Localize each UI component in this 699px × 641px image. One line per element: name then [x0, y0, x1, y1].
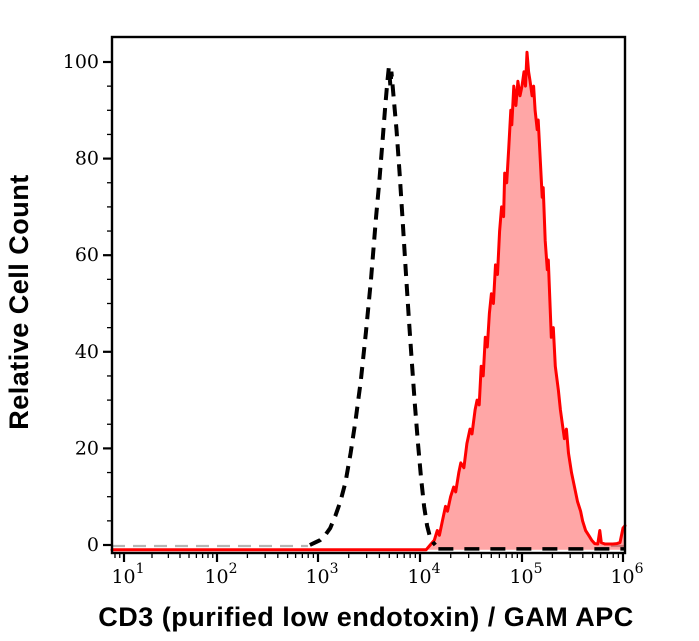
x-tick-label: 103 — [305, 561, 338, 588]
x-tick-label: 101 — [111, 561, 144, 588]
y-axis-title: Relative Cell Count — [4, 174, 34, 430]
red-filled-histogram — [110, 50, 627, 552]
x-tick-label: 104 — [407, 561, 440, 588]
x-axis-title: CD3 (purified low endotoxin) / GAM APC — [98, 602, 633, 632]
plot-frame — [110, 35, 627, 555]
black-dashed-histogram — [309, 66, 437, 547]
x-tick-label: 105 — [509, 561, 542, 588]
y-tick-label: 60 — [75, 244, 99, 266]
dashed-histogram-outline — [309, 66, 437, 547]
x-axis-ticks — [114, 553, 625, 562]
x-tick-label: 106 — [610, 561, 643, 588]
y-tick-label: 0 — [87, 534, 99, 556]
y-tick-label: 40 — [75, 341, 99, 363]
x-tick-label: 102 — [204, 561, 237, 588]
x-axis-tick-labels: 101 102 103 104 105 106 — [111, 561, 643, 588]
y-tick-label: 80 — [75, 148, 99, 170]
y-tick-label: 100 — [63, 51, 99, 73]
red-histogram-fill — [112, 52, 625, 550]
red-histogram-outline — [110, 50, 627, 552]
y-axis-ticks — [103, 60, 112, 547]
y-tick-label: 20 — [75, 437, 99, 459]
y-axis-tick-labels: 0 20 40 60 80 100 — [63, 51, 99, 556]
